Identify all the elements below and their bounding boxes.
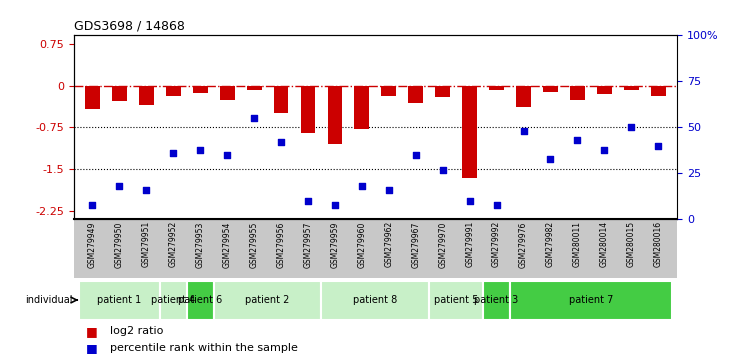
Text: GSM279957: GSM279957 <box>303 221 313 268</box>
Bar <box>435 86 450 97</box>
Point <box>167 150 179 156</box>
Point <box>410 152 422 158</box>
Text: GSM279959: GSM279959 <box>330 221 339 268</box>
Text: GSM279962: GSM279962 <box>384 221 393 268</box>
Bar <box>193 86 208 93</box>
Point <box>356 183 368 189</box>
Text: GSM279992: GSM279992 <box>492 221 501 268</box>
Point <box>437 167 449 173</box>
Text: patient 1: patient 1 <box>97 295 141 305</box>
Text: ■: ■ <box>85 325 97 338</box>
Text: patient 7: patient 7 <box>569 295 613 305</box>
Bar <box>300 86 316 133</box>
Bar <box>85 86 100 109</box>
Text: GSM279976: GSM279976 <box>519 221 528 268</box>
Text: patient 3: patient 3 <box>475 295 519 305</box>
Text: patient 2: patient 2 <box>245 295 290 305</box>
Point <box>572 137 584 143</box>
Point <box>141 187 152 193</box>
Point <box>545 156 556 161</box>
Text: GSM279955: GSM279955 <box>250 221 258 268</box>
Bar <box>543 86 558 92</box>
Bar <box>322 281 429 320</box>
Text: ■: ■ <box>85 342 97 354</box>
Bar <box>79 281 160 320</box>
Point <box>517 128 529 134</box>
Point <box>491 202 503 207</box>
Point <box>329 202 341 207</box>
Bar <box>624 86 639 90</box>
Bar <box>381 86 396 96</box>
Bar <box>429 281 483 320</box>
Bar <box>597 86 612 94</box>
Point <box>464 198 475 204</box>
Text: GDS3698 / 14868: GDS3698 / 14868 <box>74 20 185 33</box>
Bar <box>516 86 531 107</box>
Point <box>598 147 610 152</box>
Point <box>87 202 99 207</box>
Text: GSM279967: GSM279967 <box>411 221 420 268</box>
Text: patient 8: patient 8 <box>353 295 397 305</box>
Point <box>652 143 664 149</box>
Bar <box>220 86 235 99</box>
Bar <box>247 86 261 90</box>
Text: GSM279991: GSM279991 <box>465 221 474 268</box>
Text: GSM279950: GSM279950 <box>115 221 124 268</box>
Text: patient 6: patient 6 <box>178 295 222 305</box>
Point <box>302 198 314 204</box>
Text: GSM279982: GSM279982 <box>546 221 555 267</box>
Bar <box>408 86 423 103</box>
Bar <box>570 86 585 99</box>
Text: GSM279952: GSM279952 <box>169 221 178 268</box>
Text: GSM280016: GSM280016 <box>654 221 662 267</box>
Bar <box>462 86 477 178</box>
Text: GSM280014: GSM280014 <box>600 221 609 267</box>
Point <box>275 139 287 145</box>
Text: log2 ratio: log2 ratio <box>110 326 163 336</box>
Text: GSM280015: GSM280015 <box>627 221 636 267</box>
Point <box>248 115 260 121</box>
Bar <box>483 281 510 320</box>
Bar <box>355 86 369 129</box>
Text: patient 4: patient 4 <box>151 295 196 305</box>
Text: GSM279954: GSM279954 <box>223 221 232 268</box>
Bar <box>328 86 342 144</box>
Point <box>222 152 233 158</box>
Point <box>383 187 394 193</box>
Text: GSM279956: GSM279956 <box>277 221 286 268</box>
Bar <box>510 281 672 320</box>
Text: individual: individual <box>26 295 73 305</box>
Text: percentile rank within the sample: percentile rank within the sample <box>110 343 297 353</box>
Bar <box>213 281 322 320</box>
Text: GSM279949: GSM279949 <box>88 221 97 268</box>
Point <box>626 125 637 130</box>
Bar <box>274 86 289 114</box>
Bar <box>139 86 154 105</box>
Bar <box>166 86 181 96</box>
Point <box>194 147 206 152</box>
Bar <box>187 281 213 320</box>
Text: GSM279960: GSM279960 <box>358 221 367 268</box>
Text: GSM280011: GSM280011 <box>573 221 582 267</box>
Text: GSM279970: GSM279970 <box>438 221 447 268</box>
Text: GSM279953: GSM279953 <box>196 221 205 268</box>
Bar <box>489 86 504 90</box>
Bar <box>651 86 665 96</box>
Text: patient 5: patient 5 <box>434 295 478 305</box>
Bar <box>160 281 187 320</box>
Bar <box>112 86 127 101</box>
Point <box>113 183 125 189</box>
Text: GSM279951: GSM279951 <box>142 221 151 268</box>
